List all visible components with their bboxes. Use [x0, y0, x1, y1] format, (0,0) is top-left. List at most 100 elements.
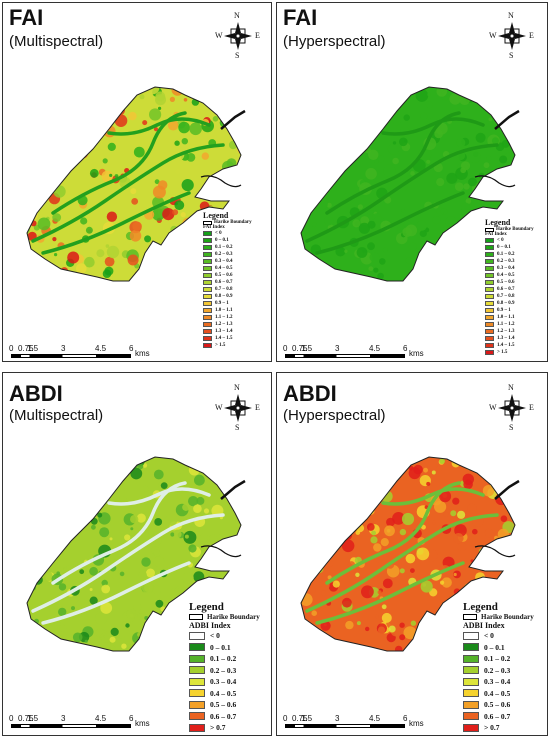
legend-class-item: 0.8 – 0.9 — [485, 300, 534, 307]
legend-swatch — [463, 689, 479, 698]
scale-bar: 0 0.75 1.5 3 4.5 6 kms — [9, 714, 151, 732]
scale-tick-label: 4.5 — [95, 344, 107, 353]
legend-class-item: 1.1 – 1.2 — [203, 314, 252, 321]
scale-tick-label: 3 — [61, 714, 66, 723]
panel-fai-multispectral: FAI (Multispectral) N W E S Legend Harik… — [2, 2, 272, 362]
scale-unit: kms — [409, 719, 424, 728]
legend-class-item: 0.2 – 0.3 — [463, 665, 534, 677]
legend-class-label: 0.7 – 0.8 — [497, 294, 515, 299]
legend-class-label: 1.4 – 1.5 — [215, 336, 233, 341]
legend-class-item: < 0 — [463, 630, 534, 642]
legend-title: Legend — [485, 218, 511, 227]
legend-class-label: 1.2 – 1.3 — [215, 322, 233, 327]
legend-swatch — [463, 677, 479, 686]
legend-class-item: 0.5 – 0.6 — [203, 272, 252, 279]
legend-swatch — [203, 273, 212, 278]
legend-class-label: 0.2 – 0.3 — [484, 665, 511, 675]
legend-class-label: 1.3 – 1.4 — [497, 336, 515, 341]
legend-swatch — [485, 238, 494, 243]
scale-bar: 0 0.75 1.5 3 4.5 6 kms — [283, 344, 425, 362]
legend-class-label: 0.5 – 0.6 — [484, 700, 511, 710]
legend-swatch — [189, 712, 205, 721]
legend-class-label: 0.8 – 0.9 — [215, 294, 233, 299]
legend-class-label: 0.5 – 0.6 — [210, 700, 237, 710]
legend-class-item: 1.0 – 1.1 — [485, 314, 534, 321]
scale-unit: kms — [135, 349, 150, 358]
legend-class-label: 0.3 – 0.4 — [210, 677, 237, 687]
legend-swatch — [203, 336, 212, 341]
fai-hyperspectral-map — [300, 86, 520, 282]
panel-title: ABDI — [9, 381, 63, 406]
scale-tick-label: 1.5 — [27, 714, 39, 723]
harike-boundary — [26, 456, 242, 652]
scale-tick-label: 4.5 — [95, 714, 107, 723]
panel-fai-hyperspectral: FAI (Hyperspectral) N W E S Legend Harik… — [276, 2, 548, 362]
legend-class-label: 0.4 – 0.5 — [210, 688, 237, 698]
legend-swatch — [189, 677, 205, 686]
legend-swatch — [485, 273, 494, 278]
legend-index-title: FAI Index — [485, 232, 507, 237]
legend-class-label: 0.2 – 0.3 — [497, 259, 515, 264]
scale-tick-label: 0 — [9, 344, 14, 353]
scale-tick-label: 0.75 — [18, 344, 34, 353]
legend-class-item: > 0.7 — [463, 722, 534, 734]
legend-swatch — [485, 252, 494, 257]
legend-swatch — [463, 654, 479, 663]
legend-class-label: 1.0 – 1.1 — [215, 308, 233, 313]
legend-index-title: FAI Index — [203, 225, 225, 230]
legend-class-item: 1.2 – 1.3 — [485, 328, 534, 335]
legend-class-label: 0.1 – 0.2 — [210, 654, 237, 664]
legend-class-item: 1.2 – 1.3 — [203, 321, 252, 328]
legend-swatch — [203, 266, 212, 271]
channel-inlet — [220, 479, 246, 500]
legend-swatch — [203, 231, 212, 236]
channel-inlet — [220, 109, 246, 130]
legend-class-item: 1.3 – 1.4 — [485, 335, 534, 342]
harike-boundary — [26, 86, 242, 282]
channel-outlet — [200, 175, 242, 188]
scale-tick-label: 3 — [335, 714, 340, 723]
legend-class-label: 0.7 – 0.8 — [215, 287, 233, 292]
channel-inlet — [494, 479, 520, 500]
legend-class-item: 0.1 – 0.2 — [485, 251, 534, 258]
legend-class-item: > 0.7 — [189, 722, 260, 734]
legend-swatch — [203, 329, 212, 334]
scale-tick-label: 6 — [403, 714, 408, 723]
harike-boundary — [300, 456, 516, 652]
legend-swatch — [203, 280, 212, 285]
panel-subtitle: (Hyperspectral) — [283, 33, 386, 50]
legend-class-item: 0.4 – 0.5 — [189, 688, 260, 700]
legend-swatch — [203, 245, 212, 250]
panel-title: FAI — [9, 5, 44, 30]
legend-swatch — [189, 654, 205, 663]
legend-swatch — [203, 301, 212, 306]
legend-swatch — [485, 336, 494, 341]
legend-swatch — [203, 315, 212, 320]
legend-class-label: > 1.5 — [215, 343, 226, 348]
legend-swatch — [463, 666, 479, 675]
north-arrow-icon: N W E S — [489, 383, 534, 432]
scale-bar: 0 0.75 1.5 3 4.5 6 kms — [9, 344, 151, 362]
legend-class-label: 0.6 – 0.7 — [497, 287, 515, 292]
panel-abdi-multispectral: ABDI (Multispectral) N W E S Legend Hari… — [2, 372, 272, 736]
legend-class-label: 0.2 – 0.3 — [210, 665, 237, 675]
legend-swatch — [203, 287, 212, 292]
legend: Legend Harike Boundary FAI Index < 0 0 – … — [203, 211, 252, 349]
legend-class-label: 0.3 – 0.4 — [215, 259, 233, 264]
abdi-multispectral-map — [26, 456, 246, 652]
legend-class-item: 1.3 – 1.4 — [203, 328, 252, 335]
legend-class-item: 0.3 – 0.4 — [189, 676, 260, 688]
legend-swatch — [485, 343, 494, 348]
legend-class-item: 0.9 – 1 — [485, 307, 534, 314]
legend-swatch — [463, 723, 479, 732]
scale-tick-label: 0.75 — [292, 714, 308, 723]
scale-unit: kms — [135, 719, 150, 728]
panel-title: FAI — [283, 5, 318, 30]
legend-class-label: 0.3 – 0.4 — [484, 677, 511, 687]
legend-class-item: 0.2 – 0.3 — [485, 258, 534, 265]
scale-bar-segments — [285, 724, 405, 728]
